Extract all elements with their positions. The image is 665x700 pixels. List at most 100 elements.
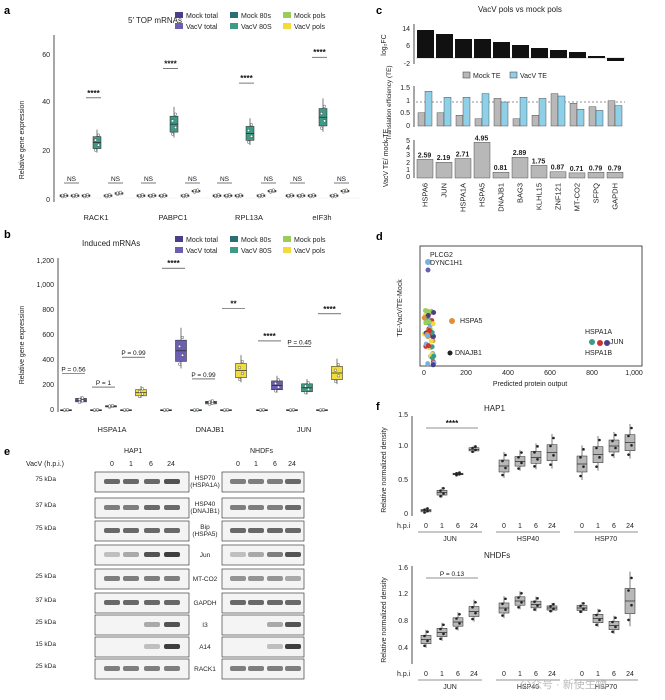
sig-label: **** [167,259,180,268]
f-point [471,450,474,453]
mock-te-bar [456,115,463,126]
f-point [630,604,633,607]
blot-band [164,552,180,557]
panel-a-pabpc1-vacv-80s-point [174,113,177,116]
panel-c: c VacV pols vs mock pols log₂FC -2 6 14 … [376,5,625,212]
blot-mw-label: 15 kDa [35,641,56,648]
sig-label: P = 0.99 [191,372,216,379]
f-point [598,439,601,442]
panel-b-ylabel: Relative gene expression [19,306,26,385]
ratio-bar [493,172,509,178]
panel-e: e HAP1 NHDFs VacV (h.p.i.) 0 1 6 24 0 1 6 24 75… [4,446,304,679]
f-point [458,622,461,625]
panel-a-gene: RACK1 [83,213,108,222]
f-group-label: JUN [443,684,457,691]
f-timepoint: 0 [424,523,428,530]
blot-protein-label: I3 [202,622,208,629]
blot-band [285,528,301,533]
f-point [549,605,552,608]
panel-a-gene: RPL13A [235,213,263,222]
f-point [536,597,539,600]
panel-d-xtick: 600 [544,370,556,377]
log2fc-bar [531,48,548,58]
panel-a-rpl13a-vacv-80s-point [247,129,250,132]
panel-b-jun-vacv-total-point [277,386,280,389]
ratio-bar [512,157,528,178]
f-point [471,447,474,450]
f-point [442,633,445,636]
f-point [614,626,617,629]
blot-band [104,576,120,581]
panel-b-gene: HSPA1A [97,425,126,434]
log2fc-bar [607,58,624,61]
f-point [504,597,507,600]
legend-swatch [283,23,291,29]
legend-label: VacV 80S [241,248,272,255]
panel-e-col-nhdf: NHDFs [250,448,273,455]
panel-b-hspa1a-mock-80s-point [93,409,96,412]
panel-a-eif3h-mock-total-point [287,194,290,197]
panel-a-rack1-mock-pols-point [108,193,111,196]
panel-a-boxes: NS****NS NS****NS NS****NS NS****NS [60,48,349,198]
blot-band [267,528,283,533]
panel-b-jun-vacv-pols-point [337,363,340,366]
ratio-label: 0.79 [608,165,622,172]
panel-e-blots: 75 kDa HSP70(HSPA1A)37 kDa HSP40(DNAJB1)75… [35,472,304,679]
panel-a-pabpc1-mock-80s-point [160,194,163,197]
sig-label: NS [220,176,230,183]
blot-band [267,600,283,605]
panel-a-rack1-mock-80s-point [83,194,86,197]
panel-d-xtick: 1,000 [625,370,643,377]
blot-band [144,552,160,557]
f-point [533,465,536,468]
panel-b-gene: DNAJB1 [196,425,225,434]
panel-b-hspa1a-vacv-pols-point [141,388,144,391]
panel-a-pabpc1-mock-pols-point [185,193,188,196]
f-point [458,471,461,474]
vacv-te-bar [596,110,603,126]
blot-band [285,666,301,671]
panel-c-te-bars [416,91,625,126]
f-point [439,489,442,492]
f-timepoint: 6 [456,671,460,678]
panel-a-pabpc1-mock-total-point [141,193,144,196]
legend-swatch [283,247,291,253]
ratio-label: 0.87 [551,165,565,172]
f-point [595,624,598,627]
f-point [474,612,477,615]
panel-b-jun-vacv-80s-point [304,385,307,388]
blot-band [230,666,246,671]
panel-d-points [422,259,610,367]
f-point [536,604,539,607]
blot-mw-label: 25 kDa [35,663,56,670]
panel-a-eif3h-vacv-total-point [301,193,304,196]
scatter-point-labeled [448,351,453,356]
panel-b-dnajb1-vacv-80s-point [208,401,211,404]
panel-c-title: VacV pols vs mock pols [478,5,562,14]
log2fc-bar [569,52,586,58]
panel-b-dnajb1-vacv-total-point [178,363,181,366]
panel-b-jun-vacv-pols-point [334,369,337,372]
vacv-te-bar [425,91,432,126]
panel-a-rpl13a-vacv-pols-point [269,189,272,192]
blot-band [144,479,160,484]
panel-d: d TE-VacV/TE-Mock 0 200 400 600 800 1,00… [376,231,643,388]
panel-a-ylabel: Relative gene expression [19,101,26,180]
blot-protein-sub: (HSPA1A) [190,482,220,489]
blot-band [123,528,139,533]
sig-label: P = 0.45 [287,339,312,346]
panel-b-ytick: 1,000 [36,282,54,289]
panel-b-hspa1a-vacv-80s-point [108,405,111,408]
gene-label: JUN [440,183,449,198]
sig-label: NS [293,176,303,183]
legend-swatch [175,12,183,18]
f-point [552,454,555,457]
f-point [426,640,429,643]
f-timepoint: 6 [456,523,460,530]
sig-label: P = 1 [96,380,112,387]
panel-d-xtick: 0 [422,370,426,377]
panel-b-title: Induced mRNAs [82,239,140,248]
panel-a-eif3h-vacv-total-point [298,194,301,197]
gene-label: ZNF121 [554,183,563,210]
panel-b-dnajb1-vacv-80s-point [211,400,214,403]
